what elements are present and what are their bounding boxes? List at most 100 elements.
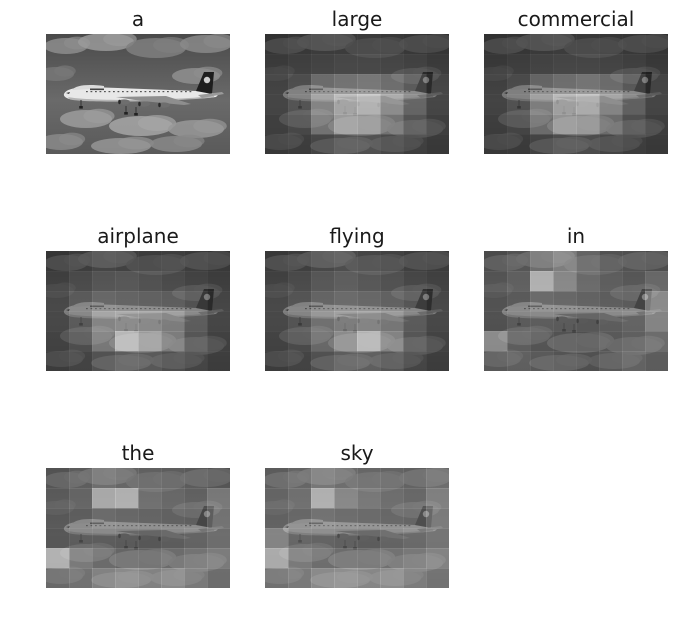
attention-cell (69, 548, 92, 568)
attention-map (46, 468, 230, 588)
attention-cell (553, 114, 576, 134)
attention-cell (426, 351, 449, 371)
attention-cell (357, 568, 380, 588)
attention-cell (138, 488, 161, 508)
attention-cell (645, 351, 668, 371)
attention-cell (484, 351, 507, 371)
attention-cell (334, 311, 357, 331)
panel-title: the (46, 440, 230, 466)
attention-cell (334, 331, 357, 351)
attention-cell (265, 134, 288, 154)
attention-cell (69, 251, 92, 271)
attention-cell (115, 488, 138, 508)
attention-cell (622, 74, 645, 94)
attention-cell (334, 271, 357, 291)
attention-cell (530, 271, 553, 291)
attention-cell (403, 488, 426, 508)
attention-cell (622, 251, 645, 271)
attention-cell (576, 34, 599, 54)
attention-cell (69, 331, 92, 351)
attention-cell (426, 568, 449, 588)
attention-cell (530, 74, 553, 94)
attention-cell (92, 271, 115, 291)
attention-cell (403, 528, 426, 548)
attention-cell (599, 271, 622, 291)
attention-cell (288, 114, 311, 134)
attention-cell (357, 548, 380, 568)
attention-cell (530, 351, 553, 371)
attention-cell (138, 548, 161, 568)
attention-cell (46, 488, 69, 508)
attention-cell (403, 34, 426, 54)
attention-overlay (265, 468, 449, 588)
attention-cell (138, 468, 161, 488)
attention-cell (403, 468, 426, 488)
attention-cell (138, 311, 161, 331)
attention-cell (92, 548, 115, 568)
attention-cell (265, 548, 288, 568)
attention-cell (645, 134, 668, 154)
attention-cell (46, 331, 69, 351)
attention-cell (115, 271, 138, 291)
attention-cell (530, 34, 553, 54)
attention-cell (265, 251, 288, 271)
attention-cell (184, 251, 207, 271)
attention-cell (645, 114, 668, 134)
attention-cell (311, 54, 334, 74)
attention-cell (311, 311, 334, 331)
attention-map (265, 468, 449, 588)
attention-cell (426, 548, 449, 568)
attention-cell (115, 528, 138, 548)
attention-overlay (265, 34, 449, 154)
attention-cell (380, 468, 403, 488)
attention-cell (265, 508, 288, 528)
attention-cell (645, 74, 668, 94)
attention-cell (553, 34, 576, 54)
attention-cell (288, 291, 311, 311)
attention-cell (46, 251, 69, 271)
attention-cell (426, 94, 449, 114)
attention-cell (115, 548, 138, 568)
attention-cell (576, 291, 599, 311)
attention-cell (334, 488, 357, 508)
attention-cell (507, 291, 530, 311)
attention-cell (576, 251, 599, 271)
attention-cell (334, 74, 357, 94)
attention-cell (184, 271, 207, 291)
attention-cell (207, 251, 230, 271)
attention-cell (553, 134, 576, 154)
attention-cell (553, 331, 576, 351)
attention-cell (426, 331, 449, 351)
attention-cell (184, 468, 207, 488)
attention-cell (553, 351, 576, 371)
attention-cell (403, 568, 426, 588)
attention-cell (507, 331, 530, 351)
attention-cell (426, 74, 449, 94)
attention-cell (507, 351, 530, 371)
attention-cell (69, 351, 92, 371)
attention-cell (599, 331, 622, 351)
attention-cell (184, 311, 207, 331)
attention-cell (484, 74, 507, 94)
attention-cell (265, 74, 288, 94)
attention-cell (380, 94, 403, 114)
attention-cell (161, 351, 184, 371)
attention-cell (69, 311, 92, 331)
attention-cell (69, 271, 92, 291)
attention-cell (645, 311, 668, 331)
attention-cell (403, 311, 426, 331)
attention-cell (184, 351, 207, 371)
attention-cell (553, 271, 576, 291)
attention-cell (311, 508, 334, 528)
attention-cell (265, 331, 288, 351)
attention-cell (161, 331, 184, 351)
attention-cell (334, 134, 357, 154)
attention-cell (207, 351, 230, 371)
attention-overlay (484, 251, 668, 371)
attention-cell (622, 34, 645, 54)
attention-cell (334, 568, 357, 588)
attention-cell (357, 94, 380, 114)
attention-cell (311, 468, 334, 488)
attention-cell (288, 331, 311, 351)
attention-cell (380, 74, 403, 94)
